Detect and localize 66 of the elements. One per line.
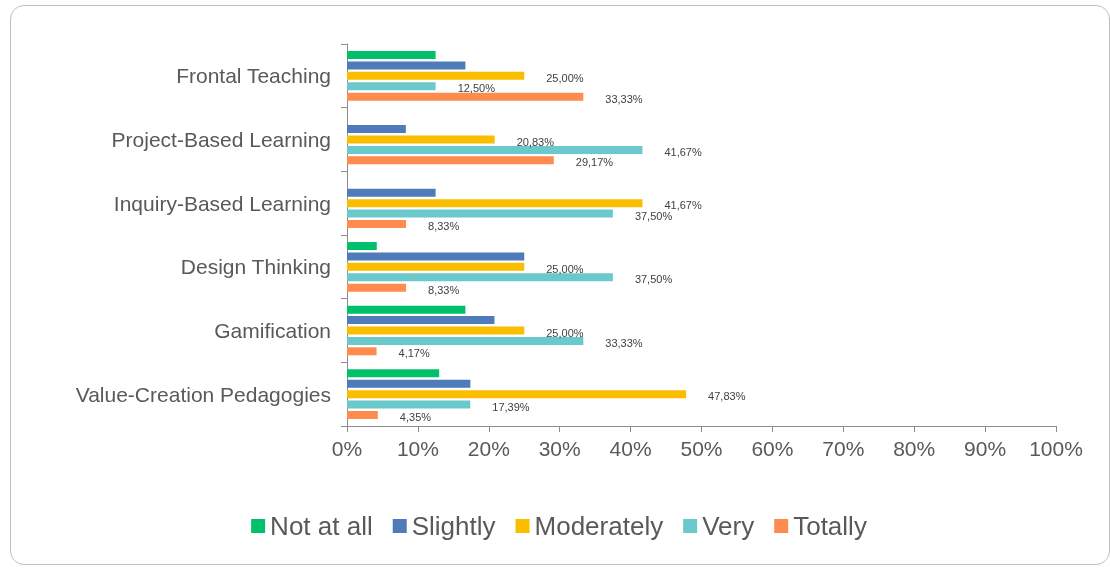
bar (347, 316, 495, 325)
bar (347, 252, 525, 261)
data-label: 41,67% (664, 145, 702, 158)
bar (347, 156, 554, 165)
x-tick-label: 80% (893, 437, 936, 460)
bar (347, 82, 436, 91)
y-tick-label: Design Thinking (180, 255, 331, 279)
data-label: 4,35% (399, 410, 432, 423)
data-label: 25,00% (546, 262, 584, 275)
data-label: 17,39% (492, 400, 530, 413)
legend-label: Very (702, 511, 755, 541)
bar (347, 379, 471, 388)
x-tick-label: 90% (964, 437, 1007, 460)
bar (347, 92, 584, 101)
bar (347, 410, 378, 419)
x-tick-label: 20% (467, 437, 510, 460)
y-tick-label: Frontal Teaching (176, 64, 331, 88)
legend-label: Totally (793, 511, 867, 541)
bar (347, 326, 525, 335)
data-label: 29,17% (575, 156, 614, 169)
legend-label: Slightly (411, 511, 496, 541)
bar (347, 242, 377, 251)
bar (347, 188, 436, 197)
bar (347, 262, 525, 271)
data-label: 37,50% (634, 273, 673, 286)
legend-label: Not at all (270, 511, 373, 541)
bar (347, 400, 471, 409)
data-label: 20,83% (516, 135, 555, 148)
bar (347, 61, 466, 70)
data-label: 33,33% (605, 336, 643, 349)
data-label: 8,33% (428, 219, 460, 232)
x-tick-label: 50% (680, 437, 723, 460)
x-tick-label: 100% (1029, 437, 1083, 460)
x-tick-label: 70% (822, 437, 865, 460)
bar (347, 347, 377, 356)
bar (347, 125, 406, 134)
bar (347, 283, 407, 292)
x-tick-label: 10% (396, 437, 439, 460)
x-tick-label: 40% (609, 437, 652, 460)
bar (347, 209, 613, 218)
data-label: 8,33% (428, 283, 460, 296)
data-label: 12,50% (457, 82, 496, 95)
y-tick-label: Inquiry-Based Learning (113, 191, 331, 215)
data-label: 37,50% (634, 209, 673, 222)
bar (347, 71, 525, 80)
bar (347, 51, 436, 60)
data-label: 25,00% (546, 71, 584, 84)
legend-label: Moderately (534, 511, 664, 541)
data-label: 47,83% (708, 390, 746, 403)
bar (347, 369, 440, 378)
data-label: 25,00% (546, 326, 584, 339)
y-tick-label: Value-Creation Pedagogies (75, 382, 331, 406)
bar (347, 135, 495, 144)
bar (347, 199, 643, 208)
data-label: 4,17% (398, 347, 430, 360)
y-tick-label: Project-Based Learning (111, 128, 331, 151)
data-label: 33,33% (605, 92, 643, 105)
y-tick-label: Gamification (214, 319, 331, 342)
x-tick-label: 0% (331, 437, 363, 460)
bar (347, 219, 407, 228)
data-label: 41,67% (664, 199, 702, 212)
bar (347, 305, 466, 314)
bar (347, 273, 613, 282)
bar (347, 390, 687, 399)
x-tick-label: 60% (751, 437, 794, 460)
x-tick-label: 30% (538, 437, 581, 460)
